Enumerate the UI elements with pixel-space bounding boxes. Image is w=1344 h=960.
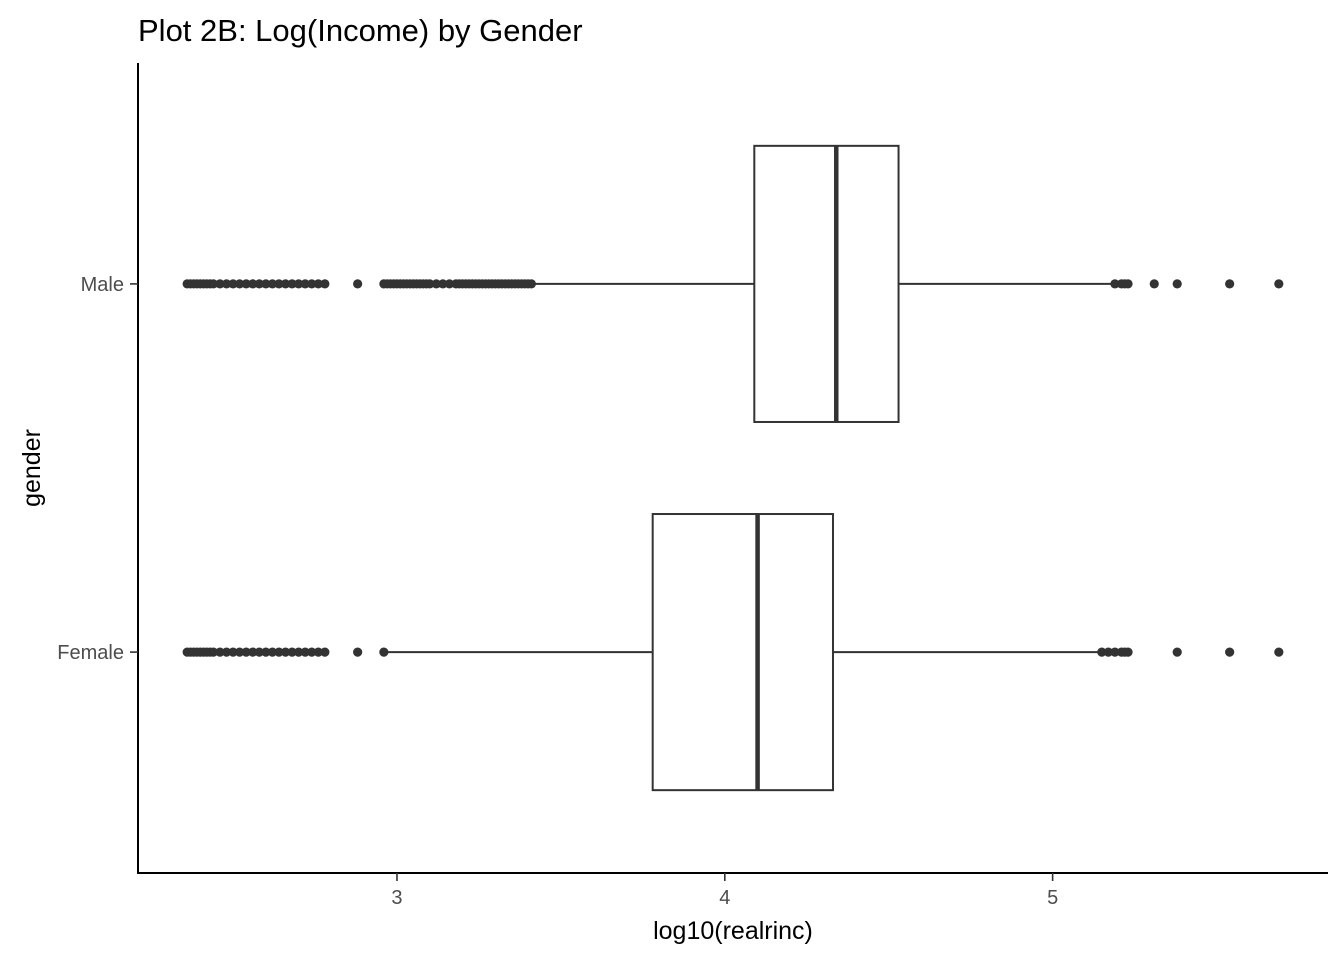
outlier-point: [1097, 647, 1107, 657]
x-tick-label: 5: [1047, 887, 1058, 909]
outlier-point: [1225, 279, 1235, 289]
outlier-point: [274, 647, 284, 657]
outlier-point: [1110, 647, 1120, 657]
box-male: [182, 144, 1284, 423]
outlier-point: [208, 279, 218, 289]
y-tick-label: Female: [57, 642, 124, 664]
outlier-point: [241, 279, 251, 289]
outlier-point: [425, 279, 435, 289]
outlier-point: [221, 647, 232, 657]
outlier-point: [215, 279, 225, 289]
outlier-point: [241, 647, 251, 657]
outlier-point: [320, 647, 330, 657]
outlier-point: [307, 279, 317, 289]
outlier-point: [1274, 647, 1284, 657]
plot-area: [182, 144, 1284, 792]
outlier-point: [267, 279, 278, 289]
outlier-point: [221, 279, 232, 289]
y-axis-ticks: Male Female: [57, 274, 138, 664]
outlier-point: [215, 647, 225, 657]
outlier-point: [1123, 279, 1133, 289]
outlier-point: [1110, 279, 1120, 289]
outlier-point: [313, 279, 323, 289]
y-axis-title: gender: [18, 429, 46, 507]
outlier-point: [280, 279, 291, 289]
boxes-layer: [182, 144, 1284, 792]
outlier-point: [320, 279, 330, 289]
outlier-point: [267, 647, 278, 657]
outlier-point: [248, 647, 258, 657]
x-tick-label: 4: [719, 887, 730, 909]
outlier-point: [254, 647, 264, 657]
outlier-point: [1274, 279, 1284, 289]
outlier-point: [294, 647, 304, 657]
outlier-point: [294, 279, 304, 289]
outlier-point: [353, 279, 363, 289]
outlier-point: [274, 279, 284, 289]
outlier-point: [280, 647, 291, 657]
outlier-point: [307, 647, 317, 657]
outlier-point: [1172, 279, 1182, 289]
outlier-point: [1123, 647, 1133, 657]
outlier-point: [526, 279, 536, 289]
iqr-box: [753, 144, 900, 423]
outlier-point: [208, 647, 218, 657]
outlier-point: [235, 647, 245, 657]
outlier-point: [379, 647, 389, 657]
outlier-point: [1225, 647, 1235, 657]
outlier-point: [261, 647, 271, 657]
outlier-point: [353, 647, 363, 657]
outlier-point: [1149, 279, 1159, 289]
y-tick-label: Male: [81, 274, 124, 296]
x-tick-label: 3: [391, 887, 402, 909]
outlier-point: [228, 647, 238, 657]
outlier-point: [1172, 647, 1182, 657]
outlier-point: [228, 279, 238, 289]
x-axis-title: log10(realrinc): [653, 917, 813, 945]
outlier-point: [313, 647, 323, 657]
box-female: [182, 513, 1284, 792]
outlier-point: [431, 279, 441, 289]
outlier-point: [1103, 647, 1113, 657]
outlier-point: [300, 279, 310, 289]
outlier-point: [261, 279, 271, 289]
outlier-point: [287, 279, 297, 289]
outlier-point: [438, 279, 448, 289]
chart-title: Plot 2B: Log(Income) by Gender: [138, 13, 583, 48]
outlier-point: [254, 279, 264, 289]
outlier-point: [300, 647, 310, 657]
outlier-point: [248, 279, 258, 289]
outlier-point: [287, 647, 297, 657]
outlier-point: [235, 279, 245, 289]
iqr-box: [651, 513, 834, 792]
x-axis-ticks: 3 4 5: [391, 873, 1058, 909]
outlier-point: [444, 279, 455, 289]
